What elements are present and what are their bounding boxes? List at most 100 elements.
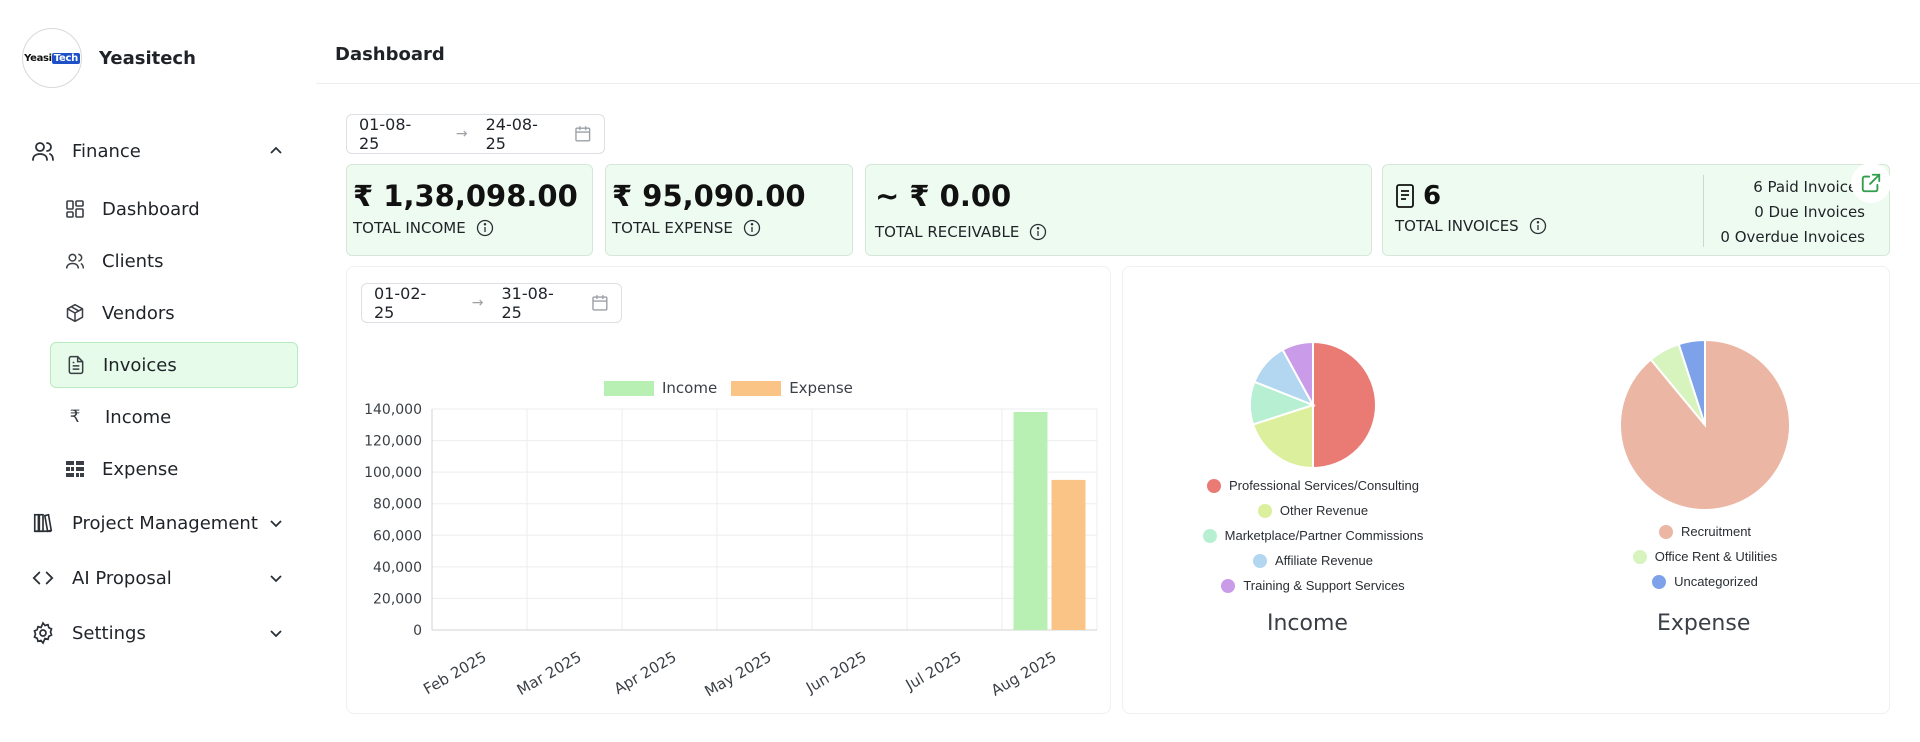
- legend-item[interactable]: Professional Services/Consulting: [1183, 473, 1443, 498]
- legend-label: Office Rent & Utilities: [1654, 549, 1778, 564]
- nav-group-settings[interactable]: Settings: [30, 620, 286, 646]
- legend-item[interactable]: Office Rent & Utilities: [1575, 544, 1835, 569]
- topbar: Dashboard: [316, 0, 1920, 84]
- y-tick-label: 20,000: [373, 591, 422, 607]
- stat-label: TOTAL EXPENSE: [612, 219, 761, 237]
- x-tick-label: Apr 2025: [611, 648, 680, 698]
- legend-item[interactable]: Uncategorized: [1575, 569, 1835, 594]
- legend-item[interactable]: Affiliate Revenue: [1183, 548, 1443, 573]
- legend-item[interactable]: Marketplace/Partner Commissions: [1183, 523, 1443, 548]
- nav-group-label: AI Proposal: [72, 567, 172, 589]
- sidebar-item-label: Vendors: [102, 302, 175, 324]
- stat-label: TOTAL INVOICES: [1395, 217, 1547, 235]
- chart-date-range-picker[interactable]: 01-02-25 → 31-08-25: [361, 283, 622, 323]
- x-tick-label: May 2025: [701, 648, 774, 701]
- date-from[interactable]: 01-08-25: [359, 115, 412, 153]
- external-link-icon[interactable]: [1851, 163, 1891, 203]
- date-to[interactable]: 31-08-25: [501, 284, 554, 322]
- legend-item[interactable]: Other Revenue: [1183, 498, 1443, 523]
- stat-value: ₹ 1,38,098.00: [353, 179, 578, 213]
- sidebar-item-label: Income: [105, 406, 172, 428]
- income-pie-legend: Professional Services/Consulting Other Re…: [1183, 473, 1443, 598]
- info-icon[interactable]: [1029, 223, 1047, 241]
- legend-dot: [1221, 578, 1236, 593]
- bar-chart-panel: 01-02-25 → 31-08-25 Income Expense 140,0…: [346, 266, 1111, 714]
- grid-icon: [64, 198, 86, 220]
- nav-group-label: Settings: [72, 622, 146, 644]
- receipt-icon: [1396, 184, 1414, 208]
- legend-swatch-income[interactable]: [604, 380, 654, 396]
- x-tick-label: Jul 2025: [902, 648, 965, 695]
- stat-value: ₹ 95,090.00: [612, 179, 806, 213]
- invoice-breakdown: 6 Paid Invoices 0 Due Invoices 0 Overdue…: [1720, 175, 1865, 250]
- info-icon[interactable]: [1529, 217, 1547, 235]
- x-tick-label: Jun 2025: [802, 648, 869, 697]
- logo-text: Yeasi Tech: [24, 52, 80, 64]
- sidebar-item-label: Invoices: [103, 354, 177, 376]
- chevron-down-icon: [270, 575, 282, 583]
- stat-label-text: TOTAL INCOME: [353, 219, 466, 237]
- calendar-icon[interactable]: [574, 125, 592, 143]
- date-range-picker[interactable]: 01-08-25 → 24-08-25: [346, 114, 605, 154]
- stat-label-text: TOTAL EXPENSE: [612, 219, 733, 237]
- chevron-up-icon: [270, 146, 282, 154]
- stat-label-text: TOTAL INVOICES: [1395, 217, 1519, 235]
- sidebar-item-invoices[interactable]: Invoices: [50, 342, 298, 388]
- nav-group-label: Finance: [72, 140, 141, 162]
- legend-item[interactable]: Training & Support Services: [1183, 573, 1443, 598]
- legend-label: Marketplace/Partner Commissions: [1224, 528, 1424, 543]
- page-title: Dashboard: [335, 44, 445, 65]
- legend-dot: [1632, 549, 1647, 564]
- sidebar-item-expense[interactable]: Expense: [50, 446, 298, 492]
- nav-group-finance[interactable]: Finance: [30, 138, 286, 164]
- legend-dot: [1658, 524, 1673, 539]
- pie-charts-panel: Professional Services/Consulting Other Re…: [1122, 266, 1890, 714]
- paid-invoices: 6 Paid Invoices: [1753, 178, 1865, 196]
- stat-card-total-receivable: ~ ₹ 0.00 TOTAL RECEIVABLE: [865, 164, 1372, 256]
- legend-swatch-expense[interactable]: [731, 380, 782, 396]
- legend-dot: [1257, 503, 1272, 518]
- legend-label-income: Income: [662, 379, 718, 397]
- chart-legend: Income Expense: [604, 379, 853, 397]
- y-tick-label: 60,000: [373, 528, 422, 544]
- y-tick-label: 40,000: [373, 560, 422, 576]
- stat-card-total-expense: ₹ 95,090.00 TOTAL EXPENSE: [605, 164, 853, 256]
- date-to[interactable]: 24-08-25: [485, 115, 538, 153]
- stat-label: TOTAL INCOME: [353, 219, 494, 237]
- sidebar-item-vendors[interactable]: Vendors: [50, 290, 298, 336]
- stat-label: TOTAL RECEIVABLE: [875, 223, 1047, 241]
- legend-dot: [1206, 478, 1221, 493]
- overdue-invoices: 0 Overdue Invoices: [1720, 228, 1865, 246]
- stat-card-total-invoices: 6 TOTAL INVOICES 6 Paid Invoices 0 Due I…: [1382, 163, 1891, 256]
- users-icon: [30, 138, 56, 164]
- arrow-right-icon: →: [471, 295, 484, 311]
- box-icon: [64, 302, 86, 324]
- expense-bar: [1051, 479, 1086, 630]
- income-bar: [1013, 412, 1048, 630]
- stat-label-text: TOTAL RECEIVABLE: [875, 223, 1020, 241]
- legend-label-expense: Expense: [789, 379, 853, 397]
- brand[interactable]: Yeasi Tech Yeasitech: [22, 28, 196, 88]
- date-from[interactable]: 01-02-25: [374, 284, 427, 322]
- gear-icon: [30, 620, 56, 646]
- invoice-count: 6: [1423, 181, 1442, 211]
- y-tick-label: 140,000: [364, 402, 422, 418]
- info-icon[interactable]: [743, 219, 761, 237]
- info-icon[interactable]: [476, 219, 494, 237]
- income-pie-title: Income: [1267, 611, 1348, 636]
- y-tick-label: 100,000: [364, 465, 422, 481]
- sidebar-item-label: Dashboard: [102, 198, 200, 220]
- sidebar-item-income[interactable]: ₹ Income: [50, 394, 298, 440]
- pie-slice: [1677, 338, 1706, 426]
- sidebar-item-clients[interactable]: Clients: [50, 238, 298, 284]
- brand-logo: Yeasi Tech: [22, 28, 82, 88]
- x-tick-label: Mar 2025: [514, 648, 585, 699]
- pie-slice: [1251, 403, 1314, 470]
- stat-value: ~ ₹ 0.00: [875, 179, 1012, 213]
- legend-item[interactable]: Recruitment: [1575, 519, 1835, 544]
- table-icon: [64, 458, 86, 480]
- calendar-icon[interactable]: [591, 294, 609, 312]
- nav-group-ai-proposal[interactable]: AI Proposal: [30, 565, 286, 591]
- sidebar-item-dashboard[interactable]: Dashboard: [50, 186, 298, 232]
- nav-group-project-management[interactable]: Project Management: [30, 510, 286, 536]
